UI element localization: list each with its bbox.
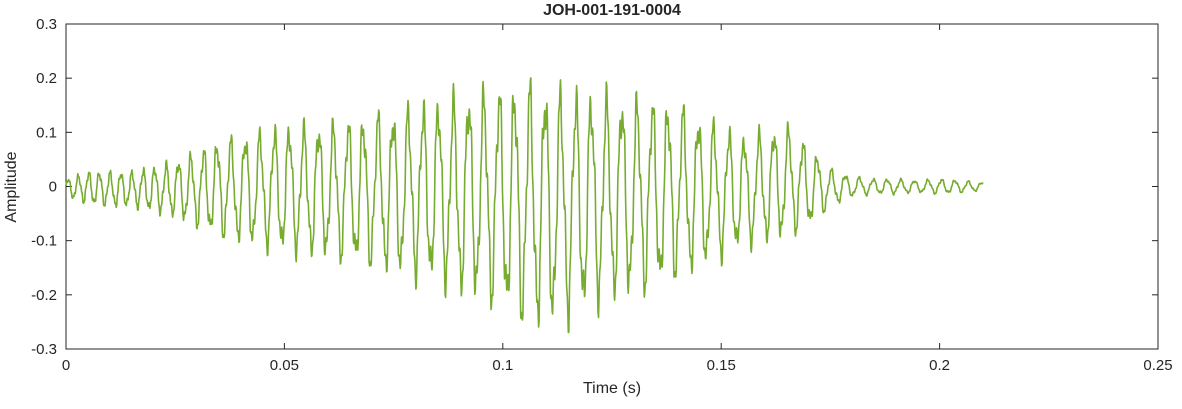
x-tick-label: 0.05	[270, 357, 299, 374]
x-axis-label: Time (s)	[583, 380, 641, 397]
y-axis-label: Amplitude	[3, 151, 20, 222]
x-tick-label: 0.25	[1143, 357, 1172, 374]
axis-tick-labels: 0 0.05 0.1 0.15 0.2 0.25 -0.3 -0.2 -0.1 0 0.1 0.2 0.…	[31, 16, 1172, 374]
y-tick-label: 0.3	[36, 16, 57, 33]
axis-ticks	[65, 23, 1159, 350]
waveform-line	[65, 77, 984, 334]
plot-area	[65, 23, 1159, 350]
x-tick-label: 0.2	[929, 357, 950, 374]
x-tick-label: 0	[62, 357, 70, 374]
chart-title: JOH-001-191-0004	[543, 2, 681, 19]
y-tick-label: 0	[49, 179, 57, 196]
y-tick-label: -0.1	[31, 233, 57, 250]
x-tick-label: 0.1	[492, 357, 513, 374]
y-tick-label: -0.3	[31, 341, 57, 358]
x-tick-label: 0.15	[707, 357, 736, 374]
y-tick-label: -0.2	[31, 287, 57, 304]
y-tick-label: 0.2	[36, 70, 57, 87]
y-tick-label: 0.1	[36, 124, 57, 141]
